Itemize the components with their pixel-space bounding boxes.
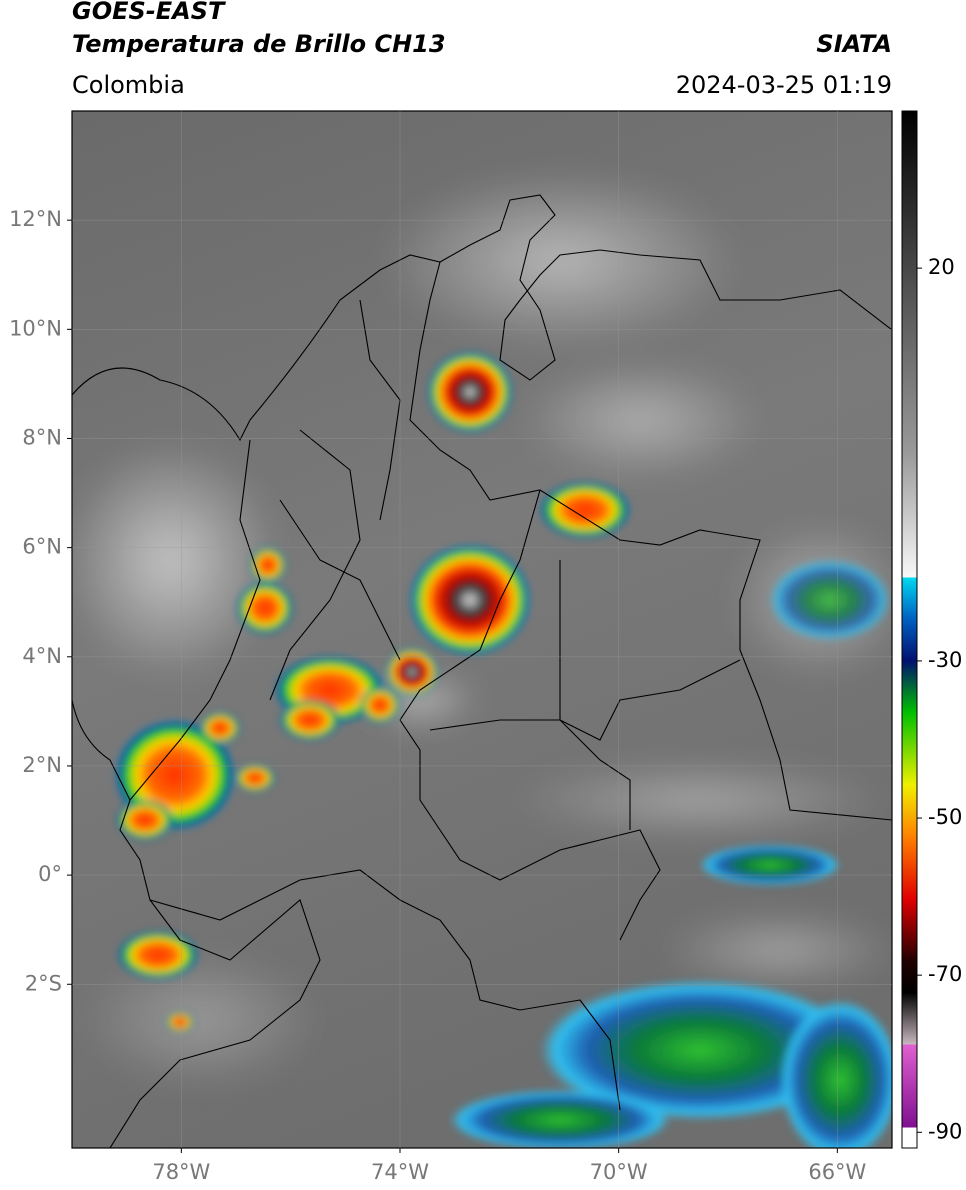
lon-tick-label: 66°W xyxy=(808,1160,866,1184)
colorbar-tick-label: 20 xyxy=(928,255,955,279)
clouds xyxy=(72,170,892,1090)
lat-tick-label: 12°N xyxy=(9,207,62,231)
map-image xyxy=(72,111,892,1148)
datetime-label: 2024-03-25 01:19 xyxy=(676,71,892,99)
lon-tick-label: 70°W xyxy=(590,1160,648,1184)
lat-tick-label: 10°N xyxy=(9,316,62,340)
product-title: Temperatura de Brillo CH13 xyxy=(72,30,446,58)
lon-tick-label: 74°W xyxy=(371,1160,429,1184)
colorbar-tick-label: -30 xyxy=(928,648,962,672)
map-frame xyxy=(71,110,893,1149)
lon-tick-label: 78°W xyxy=(152,1160,210,1184)
source-title: SIATA xyxy=(816,30,892,58)
storm-cells xyxy=(115,352,892,1148)
lat-tick-label: 2°S xyxy=(25,971,62,995)
region-label: Colombia xyxy=(72,71,185,99)
lat-tick-label: 6°N xyxy=(22,535,62,559)
colorbar xyxy=(901,110,918,1149)
colorbar-tick-label: -50 xyxy=(928,805,962,829)
borders xyxy=(72,194,892,1148)
colorbar-tick-label: -90 xyxy=(928,1119,962,1143)
lat-tick-label: 8°N xyxy=(22,425,62,449)
colorbar-tick-label: -70 xyxy=(928,962,962,986)
lat-tick-label: 4°N xyxy=(22,644,62,668)
lat-tick-label: 0° xyxy=(38,862,62,886)
satellite-title: GOES-EAST xyxy=(72,0,226,25)
lat-tick-label: 2°N xyxy=(22,753,62,777)
